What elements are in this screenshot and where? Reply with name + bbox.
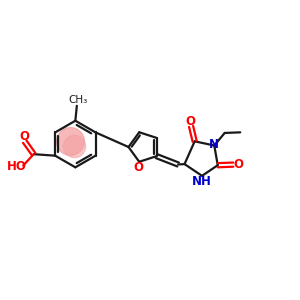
Text: CH₃: CH₃: [68, 95, 87, 105]
Text: O: O: [233, 158, 243, 171]
Text: NH: NH: [191, 175, 211, 188]
Text: O: O: [185, 115, 196, 128]
Text: N: N: [209, 138, 219, 151]
Text: O: O: [19, 130, 29, 143]
Text: HO: HO: [7, 160, 27, 173]
Text: O: O: [134, 161, 144, 174]
